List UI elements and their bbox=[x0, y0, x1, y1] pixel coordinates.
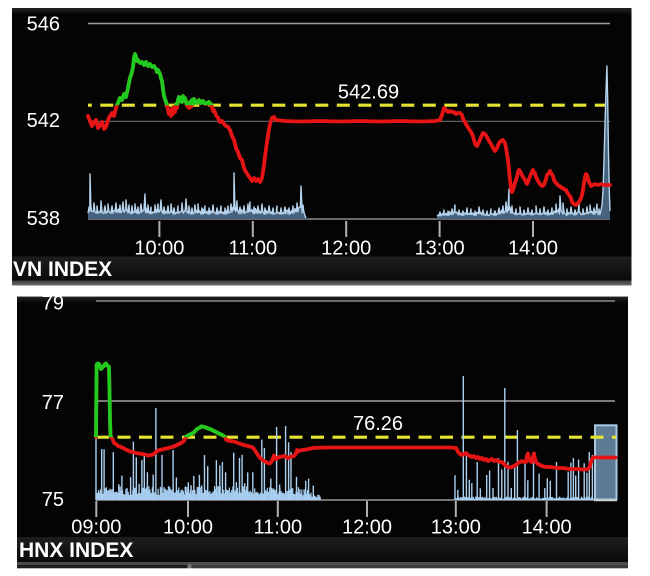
svg-text:75: 75 bbox=[42, 489, 64, 511]
svg-text:HNX INDEX: HNX INDEX bbox=[19, 539, 133, 562]
svg-text:VN INDEX: VN INDEX bbox=[13, 258, 112, 281]
svg-text:542.69: 542.69 bbox=[338, 82, 399, 104]
svg-text:79: 79 bbox=[42, 293, 64, 315]
svg-text:13:00: 13:00 bbox=[415, 238, 465, 260]
svg-text:10:00: 10:00 bbox=[163, 517, 213, 539]
svg-text:14:00: 14:00 bbox=[522, 517, 572, 539]
svg-text:14:00: 14:00 bbox=[508, 238, 558, 260]
svg-text:546: 546 bbox=[27, 14, 60, 36]
svg-text:538: 538 bbox=[27, 208, 60, 230]
svg-text:10:00: 10:00 bbox=[134, 238, 184, 260]
svg-text:542: 542 bbox=[27, 110, 60, 132]
svg-text:77: 77 bbox=[42, 392, 64, 414]
svg-text:76.26: 76.26 bbox=[353, 413, 403, 435]
svg-text:11:00: 11:00 bbox=[254, 517, 303, 539]
svg-text:13:00: 13:00 bbox=[431, 517, 481, 539]
svg-text:09:00: 09:00 bbox=[71, 517, 121, 539]
svg-text:12:00: 12:00 bbox=[321, 238, 371, 260]
svg-text:12:00: 12:00 bbox=[342, 517, 392, 539]
svg-text:11:00: 11:00 bbox=[229, 238, 278, 260]
